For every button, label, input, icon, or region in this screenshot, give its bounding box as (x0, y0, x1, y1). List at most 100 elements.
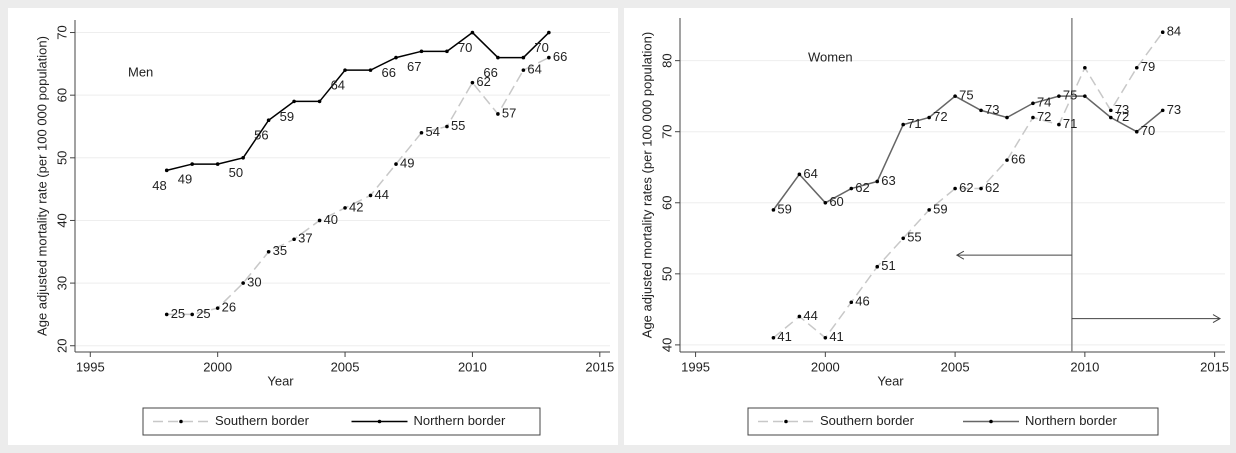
point (164, 312, 169, 317)
point (394, 55, 398, 60)
y-tick-label: 70 (659, 124, 674, 138)
data-label: 41 (829, 329, 843, 344)
point (771, 335, 776, 340)
x-tick-label: 1995 (681, 359, 710, 374)
data-label: 73 (985, 102, 999, 117)
point (292, 237, 296, 242)
x-tick-label: 2015 (1200, 359, 1229, 374)
data-label: 71 (907, 116, 921, 131)
data-label: 64 (803, 166, 817, 181)
series-line (166, 56, 550, 316)
data-label: 46 (855, 294, 869, 309)
point (1057, 122, 1061, 127)
data-label: 41 (777, 329, 791, 344)
point (979, 108, 983, 113)
x-tick-label: 2010 (458, 359, 487, 374)
point (521, 55, 526, 60)
data-label: 35 (273, 243, 287, 258)
data-label: 30 (247, 275, 261, 290)
legend-marker (989, 419, 993, 424)
point (823, 200, 828, 205)
data-label: 66 (483, 65, 497, 80)
point (979, 186, 983, 191)
point (1109, 108, 1113, 113)
data-label: 59 (280, 109, 294, 124)
data-label: 72 (933, 109, 947, 124)
point (445, 124, 449, 129)
point (317, 218, 322, 223)
x-axis-label: Year (877, 373, 904, 388)
point (215, 306, 220, 310)
legend-label: Southern border (820, 413, 915, 428)
point (1083, 94, 1087, 98)
data-label: 72 (1037, 109, 1051, 124)
data-label: 49 (178, 172, 192, 187)
data-label: 63 (881, 173, 895, 188)
data-label: 50 (229, 165, 243, 180)
point (1134, 129, 1139, 134)
point (317, 99, 322, 104)
point (266, 249, 271, 254)
data-label: 60 (829, 194, 843, 209)
point (771, 208, 776, 212)
point (241, 281, 245, 285)
point (292, 99, 296, 104)
data-label: 70 (458, 40, 472, 55)
point (343, 206, 347, 210)
data-label: 84 (1167, 24, 1181, 39)
point (1005, 115, 1009, 120)
point (901, 236, 905, 241)
x-tick-label: 2005 (331, 359, 360, 374)
point (470, 80, 475, 85)
x-tick-label: 2005 (941, 359, 970, 374)
x-tick-label: 1995 (76, 359, 105, 374)
x-axis-label: Year (267, 373, 294, 388)
data-label: 37 (298, 231, 312, 246)
data-label: 66 (553, 49, 567, 64)
point (953, 186, 957, 191)
y-tick-label: 70 (54, 25, 69, 39)
data-label: 72 (1115, 109, 1129, 124)
data-label: 49 (400, 156, 414, 171)
data-label: 66 (382, 65, 396, 80)
data-label: 64 (527, 62, 541, 77)
data-label: 64 (331, 78, 345, 93)
point (394, 162, 398, 166)
point (190, 312, 194, 317)
point (241, 156, 245, 160)
y-axis-label: Age adjusted mortality rates (per 100 00… (639, 32, 654, 338)
y-tick-label: 50 (54, 151, 69, 165)
series-line (166, 31, 550, 172)
point (875, 179, 880, 184)
point (470, 30, 475, 35)
point (496, 55, 500, 60)
point (445, 49, 449, 54)
point (164, 168, 169, 173)
legend-marker (179, 419, 183, 424)
arrow (1071, 314, 1222, 324)
data-label: 55 (907, 230, 921, 245)
point (215, 162, 220, 166)
point (1134, 65, 1139, 70)
point (547, 55, 551, 60)
point (419, 49, 424, 54)
y-tick-label: 60 (659, 196, 674, 210)
point (927, 208, 931, 212)
legend (142, 407, 541, 436)
point (1160, 108, 1165, 113)
data-label: 71 (1063, 116, 1077, 131)
data-label: 62 (959, 180, 973, 195)
series-line (772, 95, 1164, 211)
x-tick-label: 2015 (585, 359, 614, 374)
point (496, 112, 500, 116)
legend-label: Southern border (215, 413, 310, 428)
legend-marker (377, 419, 382, 424)
y-tick-label: 20 (54, 339, 69, 353)
point (901, 122, 905, 127)
data-label: 73 (1167, 102, 1181, 117)
data-label: 70 (1141, 123, 1155, 138)
data-label: 74 (1037, 95, 1051, 110)
point (266, 118, 271, 123)
data-label: 48 (152, 178, 166, 193)
data-label: 66 (1011, 152, 1025, 167)
